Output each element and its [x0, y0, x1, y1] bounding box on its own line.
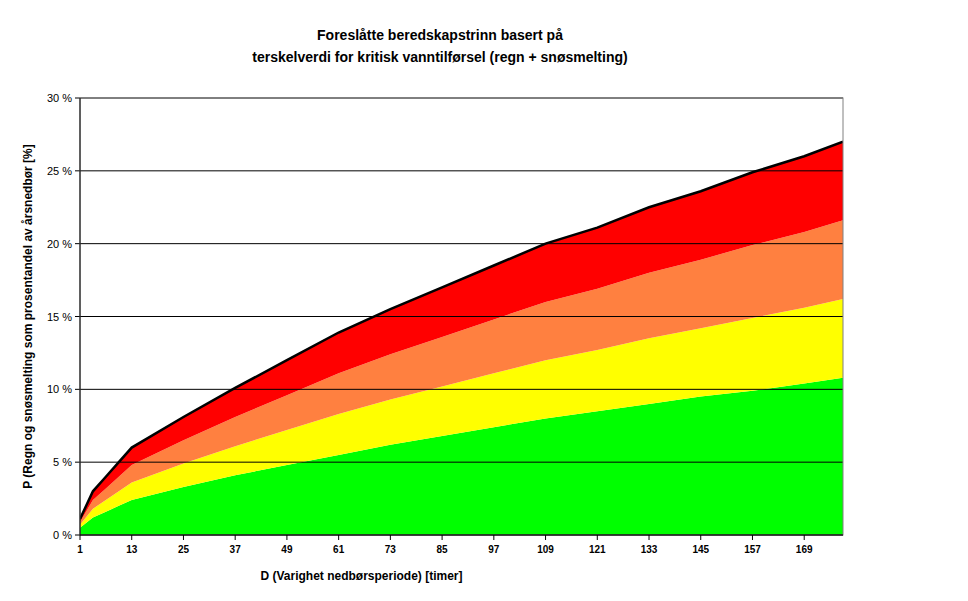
- x-tick: [338, 535, 339, 540]
- area-segment: [80, 142, 843, 522]
- x-tick: [493, 535, 494, 540]
- y-tick: [75, 535, 80, 536]
- grid-line: [80, 389, 843, 390]
- x-tick-label: 145: [692, 544, 709, 555]
- top-outline: [80, 142, 843, 519]
- grid-line: [80, 535, 843, 536]
- x-tick: [597, 535, 598, 540]
- x-tick: [649, 535, 650, 540]
- y-tick-label: 10 %: [47, 383, 72, 395]
- x-tick-label: 25: [178, 544, 190, 555]
- x-tick: [235, 535, 236, 540]
- x-tick: [700, 535, 701, 540]
- plot-area: [80, 98, 843, 535]
- x-tick: [545, 535, 546, 540]
- title: Foreslåtte beredskapstrinn basert på: [317, 27, 563, 43]
- x-axis-label: D (Varighet nedbørsperiode) [timer]: [260, 569, 462, 583]
- grid-line: [80, 243, 843, 244]
- x-tick: [80, 535, 81, 540]
- x-axis: [80, 535, 843, 536]
- x-tick-label: 13: [126, 544, 138, 555]
- x-tick: [131, 535, 132, 540]
- y-tick-label: 15 %: [47, 311, 72, 323]
- y-tick: [75, 170, 80, 171]
- x-tick: [752, 535, 753, 540]
- x-tick: [804, 535, 805, 540]
- y-tick: [75, 98, 80, 99]
- y-tick: [75, 316, 80, 317]
- x-tick-label: 133: [641, 544, 658, 555]
- x-tick: [442, 535, 443, 540]
- x-tick: [183, 535, 184, 540]
- grid-line: [80, 462, 843, 463]
- x-tick-label: 121: [589, 544, 606, 555]
- x-tick-label: 49: [281, 544, 293, 555]
- y-tick: [75, 389, 80, 390]
- y-tick: [75, 243, 80, 244]
- x-tick-label: 1: [77, 544, 83, 555]
- y-tick: [75, 462, 80, 463]
- x-tick-label: 97: [488, 544, 500, 555]
- grid-line: [80, 316, 843, 317]
- y-tick-label: 30 %: [47, 92, 72, 104]
- x-tick-label: 109: [537, 544, 554, 555]
- y-axis: [80, 98, 81, 535]
- y-tick-label: 25 %: [47, 165, 72, 177]
- plot-frame: [80, 98, 843, 535]
- y-tick-label: 0 %: [53, 529, 72, 541]
- x-tick-label: 61: [333, 544, 345, 555]
- x-tick-label: 37: [230, 544, 242, 555]
- y-axis-label: P (Regn og snøsmelting som prosentandel …: [21, 144, 35, 489]
- x-tick: [286, 535, 287, 540]
- subtitle: terskelverdi for kritisk vanntilførsel (…: [252, 49, 627, 65]
- grid-line: [80, 170, 843, 171]
- areas: [80, 142, 843, 535]
- x-tick-label: 85: [437, 544, 449, 555]
- y-tick-label: 5 %: [53, 456, 72, 468]
- area-segment: [80, 220, 843, 524]
- chart: Foreslåtte beredskapstrinn basert på ters…: [0, 0, 968, 601]
- x-tick: [390, 535, 391, 540]
- y-tick-label: 20 %: [47, 238, 72, 250]
- x-tick-label: 157: [744, 544, 761, 555]
- x-tick-label: 73: [385, 544, 397, 555]
- x-tick-label: 169: [796, 544, 813, 555]
